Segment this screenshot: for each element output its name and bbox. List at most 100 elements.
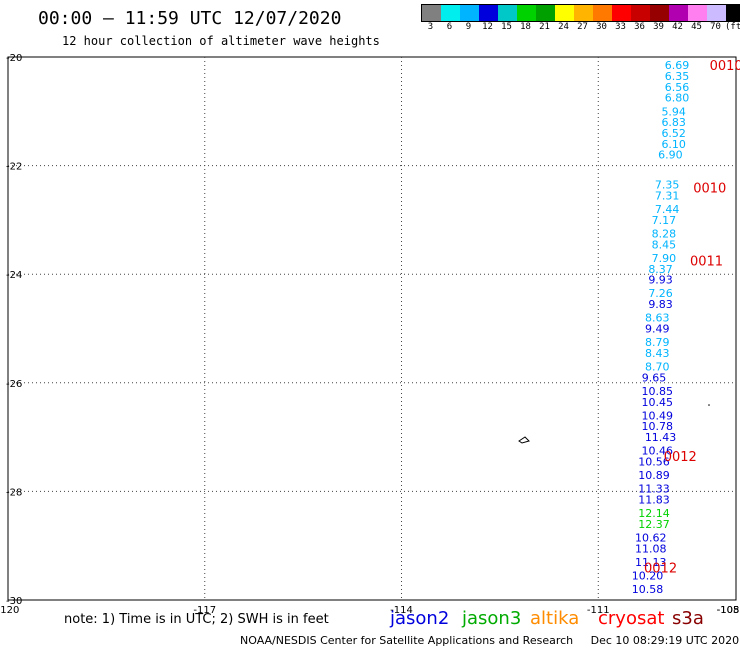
wave-height-label: 6.56 — [665, 81, 690, 94]
color-scale-label: 9 — [465, 22, 472, 32]
satellite-legend-cryosat: cryosat — [598, 608, 665, 629]
color-scale-label: 15 — [501, 22, 512, 32]
color-scale-swatch — [688, 5, 707, 21]
lon-tick-label: -105 — [717, 605, 740, 616]
color-scale-swatch — [555, 5, 574, 21]
wave-height-label: 10.78 — [642, 420, 674, 433]
wave-height-label: 7.90 — [652, 252, 677, 265]
color-scale-swatch — [479, 5, 498, 21]
wave-height-label: 11.13 — [635, 556, 667, 569]
wave-height-label: 10.58 — [632, 583, 664, 596]
color-scale-swatch — [517, 5, 536, 21]
lat-tick-label: -30 — [6, 596, 22, 607]
color-scale-swatch — [726, 5, 740, 21]
color-scale-label: (ft) — [725, 22, 740, 32]
wave-height-label: 10.62 — [635, 532, 667, 545]
wave-height-label: 6.80 — [665, 92, 690, 105]
wave-height-label: 6.10 — [661, 138, 686, 151]
color-scale-label: 12 — [482, 22, 493, 32]
wave-height-label: 10.20 — [632, 570, 664, 583]
color-scale-swatch — [669, 5, 688, 21]
wave-height-label: 10.49 — [642, 409, 674, 422]
wave-height-label: 6.69 — [665, 59, 690, 72]
lat-tick-label: -20 — [6, 53, 22, 64]
wave-height-label: 7.35 — [655, 179, 680, 192]
color-scale-swatch — [536, 5, 555, 21]
wave-height-label: 7.44 — [655, 203, 680, 216]
wave-height-label: 6.83 — [661, 116, 686, 129]
map-frame — [7, 56, 737, 601]
color-scale-swatch — [441, 5, 460, 21]
wave-height-label: 9.83 — [648, 298, 673, 311]
color-scale-label: 3 — [427, 22, 434, 32]
color-scale-label: 36 — [634, 22, 645, 32]
color-scale-swatch — [460, 5, 479, 21]
wave-height-label: 8.63 — [645, 312, 670, 325]
wave-height-label: 9.49 — [645, 323, 670, 336]
wave-height-label: 6.35 — [665, 70, 690, 83]
color-scale-label: 27 — [577, 22, 588, 32]
wave-height-label: 10.85 — [642, 385, 674, 398]
color-scale-label: 42 — [672, 22, 683, 32]
wave-height-label: 8.79 — [645, 336, 670, 349]
wave-height-label: 5.94 — [661, 105, 686, 118]
wave-height-label: 7.17 — [652, 214, 677, 227]
color-scale-bar — [421, 4, 740, 22]
wave-height-label: 8.43 — [645, 347, 670, 360]
color-scale-label: 24 — [558, 22, 569, 32]
color-scale-swatch — [707, 5, 726, 21]
color-scale-swatch — [574, 5, 593, 21]
color-scale-swatch — [422, 5, 441, 21]
color-scale-label: 30 — [596, 22, 607, 32]
wave-height-label: 11.83 — [638, 494, 670, 507]
credit-line: NOAA/NESDIS Center for Satellite Applica… — [240, 634, 740, 647]
wave-height-label: 6.90 — [658, 149, 683, 162]
satellite-legend-jason2: jason2 — [390, 608, 450, 629]
pass-time-label: 0010 — [710, 59, 740, 74]
wave-height-label: 8.70 — [645, 361, 670, 374]
satellite-legend-s3a: s3a — [672, 608, 704, 629]
wave-height-label: 12.14 — [638, 507, 670, 520]
color-scale-label: 18 — [520, 22, 531, 32]
wave-height-label: 10.45 — [642, 396, 674, 409]
pass-time-label: 0010 — [693, 181, 726, 196]
lat-tick-label: -28 — [6, 487, 22, 498]
wave-height-label: 7.26 — [648, 287, 673, 300]
color-scale-swatch — [593, 5, 612, 21]
wave-height-label: 11.43 — [645, 431, 677, 444]
lon-tick-label: -108 — [717, 605, 740, 616]
wave-height-label: 8.37 — [648, 263, 673, 276]
wave-height-label: 7.31 — [655, 189, 680, 202]
wave-height-label: 8.28 — [652, 227, 677, 240]
wave-height-label: 6.52 — [661, 127, 686, 140]
pass-time-label: 0012 — [644, 561, 677, 576]
color-scale-swatch — [612, 5, 631, 21]
footer-note: note: 1) Time is in UTC; 2) SWH is in fe… — [64, 612, 329, 627]
color-scale-label: 70 — [710, 22, 721, 32]
color-scale-label: 39 — [653, 22, 664, 32]
wave-height-label: 10.56 — [638, 456, 670, 469]
color-scale-swatch — [650, 5, 669, 21]
lon-tick-label: -117 — [193, 605, 216, 616]
pass-time-label: 0011 — [690, 255, 723, 270]
satellite-legend-altika: altika — [530, 608, 580, 629]
color-scale-label: 33 — [615, 22, 626, 32]
wave-height-label: 10.46 — [642, 445, 674, 458]
wave-height-label: 9.65 — [642, 371, 667, 384]
lon-tick-label: -120 — [0, 605, 19, 616]
pass-time-label: 0012 — [664, 450, 697, 465]
wave-height-label: 11.33 — [638, 483, 670, 496]
lat-tick-label: -26 — [6, 379, 22, 390]
color-scale-swatch — [631, 5, 650, 21]
wave-height-label: 10.89 — [638, 469, 670, 482]
satellite-legend-jason3: jason3 — [462, 608, 522, 629]
map-subtitle: 12 hour collection of altimeter wave hei… — [62, 34, 380, 48]
lat-tick-label: -22 — [6, 162, 22, 173]
wave-height-label: 12.37 — [638, 518, 670, 531]
lon-tick-label: -111 — [587, 605, 610, 616]
color-scale-label: 21 — [539, 22, 550, 32]
wave-height-label: 9.93 — [648, 274, 673, 287]
wave-height-label: 11.08 — [635, 542, 667, 555]
lat-tick-label: -24 — [6, 270, 22, 281]
